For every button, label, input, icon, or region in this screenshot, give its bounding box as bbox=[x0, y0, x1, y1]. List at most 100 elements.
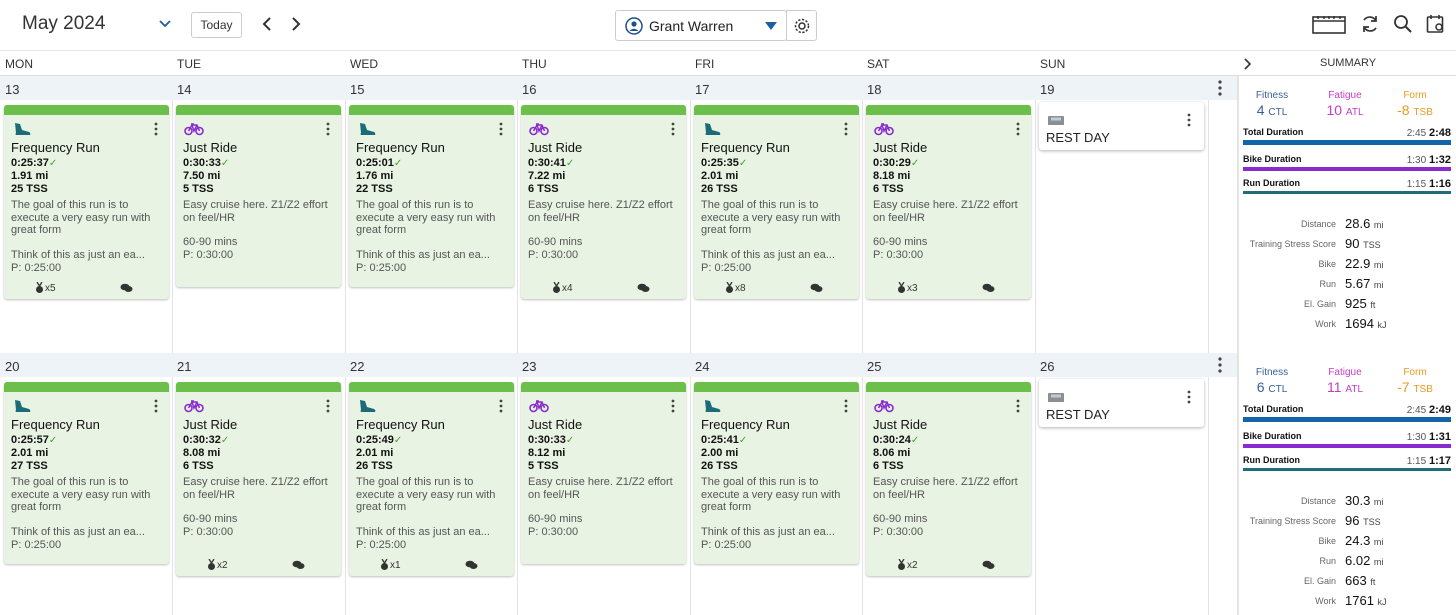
workout-distance: 7.50 mi bbox=[183, 170, 221, 182]
refresh-icon[interactable] bbox=[1360, 14, 1380, 34]
workout-distance: 2.01 mi bbox=[11, 447, 49, 459]
workout-menu-icon[interactable] bbox=[1015, 122, 1021, 136]
comments-icon[interactable] bbox=[292, 560, 305, 570]
check-icon: ✓ bbox=[393, 158, 403, 169]
medal-count[interactable]: x4 bbox=[552, 282, 573, 294]
medal-count[interactable]: x3 bbox=[897, 282, 918, 294]
chevron-right-icon[interactable] bbox=[289, 16, 303, 32]
workout-planned: P: 0:30:00 bbox=[528, 526, 579, 538]
workout-card[interactable]: Frequency Run 0:25:57✓ 2.01 mi 27 TSS The go… bbox=[4, 382, 169, 564]
week-menu-icon[interactable] bbox=[1217, 357, 1227, 375]
workout-card[interactable]: Frequency Run 0:25:35✓ 2.01 mi 26 TSS The go… bbox=[694, 105, 859, 299]
calendar-week-icon[interactable] bbox=[1312, 15, 1346, 35]
stat-label: Distance bbox=[1300, 496, 1336, 506]
summary-stat: Training Stress Score 90 TSS bbox=[1239, 236, 1456, 252]
workout-card[interactable]: Just Ride 0:30:41✓ 7.22 mi 6 TSS Easy cruise… bbox=[521, 105, 686, 299]
compliance-bar bbox=[4, 105, 169, 115]
workout-planned: P: 0:25:00 bbox=[11, 539, 62, 551]
chevron-down-icon[interactable] bbox=[158, 16, 172, 30]
workout-card[interactable]: Just Ride 0:30:33✓ 7.50 mi 5 TSS Easy cruise… bbox=[176, 105, 341, 287]
fatigue-metric: Fatigue 10 ATL bbox=[1315, 90, 1375, 118]
athlete-selector[interactable]: Grant Warren bbox=[615, 10, 787, 41]
metric-value: 4 CTL bbox=[1256, 102, 1288, 118]
medal-count[interactable]: x1 bbox=[380, 559, 401, 571]
search-icon[interactable] bbox=[1393, 14, 1413, 34]
medal-count[interactable]: x2 bbox=[897, 559, 918, 571]
check-icon: ✓ bbox=[565, 158, 575, 169]
summary-stat: Distance 30.3 mi bbox=[1239, 493, 1456, 509]
medal-count[interactable]: x8 bbox=[725, 282, 746, 294]
workout-duration: 0:30:41✓ bbox=[528, 157, 575, 169]
workout-duration: 0:30:32✓ bbox=[183, 434, 230, 446]
workout-card[interactable]: Frequency Run 0:25:49✓ 2.01 mi 26 TSS The go… bbox=[349, 382, 514, 576]
rest-day-card[interactable]: REST DAY bbox=[1039, 102, 1204, 150]
medal-count[interactable]: x2 bbox=[207, 559, 228, 571]
workout-card[interactable]: Just Ride 0:30:32✓ 8.08 mi 6 TSS Easy cruise… bbox=[176, 382, 341, 576]
workout-card[interactable]: Just Ride 0:30:33✓ 8.12 mi 5 TSS Easy cruise… bbox=[521, 382, 686, 564]
stat-value: 30.3 mi bbox=[1345, 493, 1384, 508]
workout-description-more: Think of this as just an ea... bbox=[11, 249, 145, 261]
workout-card[interactable]: Just Ride 0:30:24✓ 8.06 mi 6 TSS Easy cruise… bbox=[866, 382, 1031, 576]
metric-label: Fitness bbox=[1255, 90, 1289, 101]
duration-bar bbox=[1243, 417, 1451, 422]
workout-menu-icon[interactable] bbox=[325, 122, 331, 136]
today-button[interactable]: Today bbox=[191, 12, 242, 38]
workout-description: Easy cruise here. Z1/Z2 effort on feel/H… bbox=[183, 476, 328, 501]
compliance-bar bbox=[866, 105, 1031, 115]
comments-icon[interactable] bbox=[120, 283, 133, 293]
comments-icon[interactable] bbox=[465, 560, 478, 570]
workout-menu-icon[interactable] bbox=[153, 399, 159, 413]
workout-card[interactable]: Frequency Run 0:25:01✓ 1.76 mi 22 TSS The go… bbox=[349, 105, 514, 287]
summary-stat: Run 5.67 mi bbox=[1239, 276, 1456, 292]
chevron-right-icon[interactable] bbox=[1242, 58, 1252, 70]
day-name: MON bbox=[5, 57, 33, 71]
bike-icon bbox=[529, 121, 549, 137]
duration-label: Bike Duration bbox=[1243, 154, 1302, 164]
rest-day-label: REST DAY bbox=[1046, 407, 1110, 422]
workout-menu-icon[interactable] bbox=[843, 399, 849, 413]
workout-planned: P: 0:30:00 bbox=[183, 249, 234, 261]
workout-description-more: Think of this as just an ea... bbox=[356, 249, 490, 261]
workout-distance: 8.18 mi bbox=[873, 170, 911, 182]
comments-icon[interactable] bbox=[982, 560, 995, 570]
bike-icon bbox=[184, 398, 204, 414]
calendar-settings-icon[interactable] bbox=[1426, 14, 1446, 34]
settings-button[interactable] bbox=[786, 10, 817, 41]
workout-tss: 25 TSS bbox=[11, 183, 48, 195]
comments-icon[interactable] bbox=[810, 283, 823, 293]
metric-value: 10 ATL bbox=[1326, 102, 1364, 118]
check-icon: ✓ bbox=[48, 435, 58, 446]
workout-tss: 5 TSS bbox=[528, 460, 559, 472]
workout-menu-icon[interactable] bbox=[1186, 113, 1192, 132]
workout-duration: 0:25:37✓ bbox=[11, 157, 58, 169]
metric-label: Form bbox=[1403, 367, 1427, 378]
month-title[interactable]: May 2024 bbox=[22, 13, 106, 34]
workout-card[interactable]: Frequency Run 0:25:41✓ 2.00 mi 26 TSS The go… bbox=[694, 382, 859, 564]
workout-menu-icon[interactable] bbox=[843, 122, 849, 136]
bike-icon bbox=[184, 121, 204, 137]
check-icon: ✓ bbox=[738, 435, 748, 446]
workout-menu-icon[interactable] bbox=[670, 122, 676, 136]
workout-tss: 6 TSS bbox=[528, 183, 559, 195]
stat-value: 663 ft bbox=[1345, 573, 1376, 588]
workout-menu-icon[interactable] bbox=[498, 122, 504, 136]
duration-bar bbox=[1243, 444, 1451, 448]
workout-menu-icon[interactable] bbox=[325, 399, 331, 413]
workout-duration: 0:30:24✓ bbox=[873, 434, 920, 446]
workout-card[interactable]: Frequency Run 0:25:37✓ 1.91 mi 25 TSS The go… bbox=[4, 105, 169, 299]
workout-card[interactable]: Just Ride 0:30:29✓ 8.18 mi 6 TSS Easy cruise… bbox=[866, 105, 1031, 299]
chevron-left-icon[interactable] bbox=[260, 16, 274, 32]
workout-menu-icon[interactable] bbox=[153, 122, 159, 136]
summary-stat: Bike 22.9 mi bbox=[1239, 256, 1456, 272]
workout-menu-icon[interactable] bbox=[1186, 390, 1192, 409]
rest-day-card[interactable]: REST DAY bbox=[1039, 379, 1204, 427]
medal-count[interactable]: x5 bbox=[35, 282, 56, 294]
workout-menu-icon[interactable] bbox=[498, 399, 504, 413]
day-number: 26 bbox=[1040, 359, 1055, 374]
workout-description-more: 60-90 mins bbox=[873, 236, 928, 248]
week-menu-icon[interactable] bbox=[1217, 80, 1227, 98]
workout-menu-icon[interactable] bbox=[1015, 399, 1021, 413]
comments-icon[interactable] bbox=[637, 283, 650, 293]
comments-icon[interactable] bbox=[982, 283, 995, 293]
workout-menu-icon[interactable] bbox=[670, 399, 676, 413]
